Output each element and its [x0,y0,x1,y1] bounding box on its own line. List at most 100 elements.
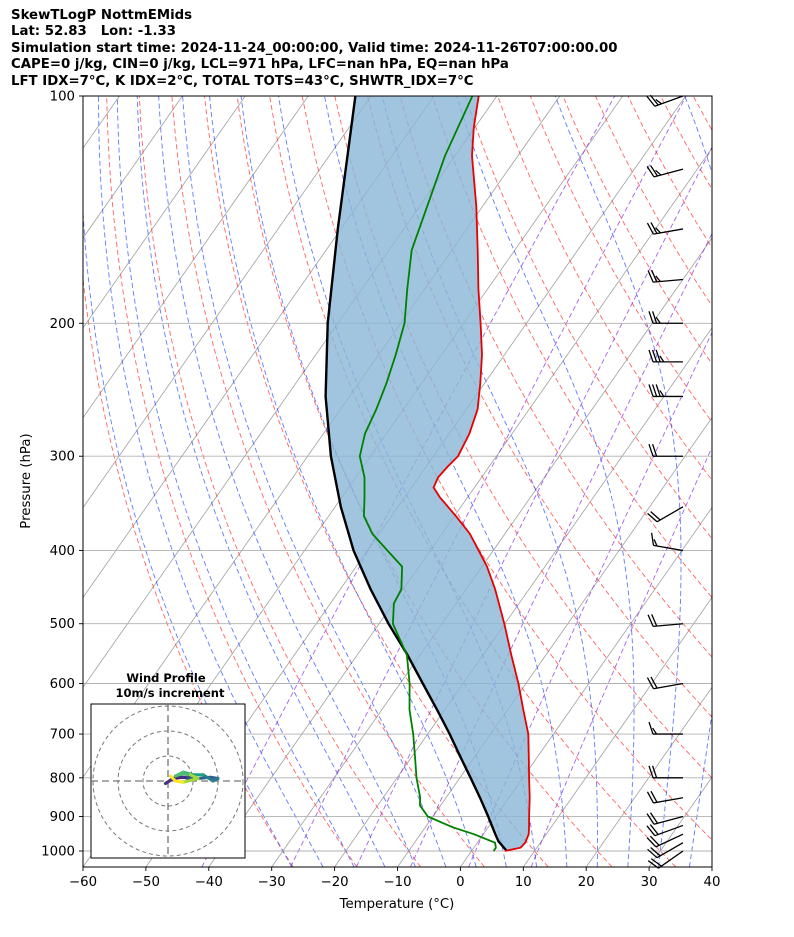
wind-barb-feather [650,222,658,234]
wind-barb-staff [655,833,684,848]
temperature-profile-line [432,96,531,852]
x-tick-label: −10 [383,875,411,890]
wind-barb-feather [651,349,658,363]
dry-adiabat-line [171,96,485,867]
wind-barb-feather [659,390,665,397]
wind-barb-feather [646,813,655,825]
isotherm-line [208,147,712,867]
wind-barb [646,833,684,848]
wind-barb-feather [648,444,654,457]
wind-barb [648,311,683,324]
wind-barb-feather [652,727,658,735]
wind-barb-feather [648,384,654,397]
isotherm-line [83,96,309,419]
wind-barb-staff [653,797,684,804]
wind-barb [646,812,684,825]
dry-adiabat-line [204,96,549,867]
wind-barb [650,532,684,552]
moist-adiabat-line [98,96,324,867]
wind-barb [648,444,683,457]
x-tick-label: 0 [456,875,464,890]
wind-barb-feather [648,311,654,324]
hodograph-title: Wind Profile [126,671,206,685]
y-tick-label: 1000 [41,845,75,860]
y-axis-label: Pressure (hPa) [19,433,34,528]
dry-adiabat-line [301,96,712,841]
wind-barb [648,384,683,398]
isotherm-line [271,237,712,867]
moist-adiabat-line [116,96,355,867]
wind-barb-staff [656,842,684,859]
x-tick-label: 40 [704,875,721,890]
wind-barb [646,676,684,690]
x-tick-label: 20 [578,875,595,890]
wind-barb-feather [651,269,658,283]
dry-adiabat-line [627,96,712,249]
wind-barb-feather [650,511,661,521]
wind-barb-staff [654,824,684,837]
isotherm-line [522,596,712,867]
moist-adiabat-line [720,96,794,867]
wind-barb-feather [647,270,654,283]
wind-barb [646,824,684,837]
wind-barb [646,790,684,804]
mixing-ratio-line [530,446,712,867]
wind-barb-staff [653,278,684,283]
isotherm-line [83,96,372,509]
x-tick-label: 10 [515,875,532,890]
y-tick-label: 400 [50,544,75,559]
wind-barb [648,349,683,363]
isotherm-line [83,96,183,239]
index-line: LFT IDX=7°C, K IDX=2°C, TOTAL TOTS=43°C,… [11,73,474,89]
wind-barb-feather [655,99,662,105]
y-tick-label: 600 [50,677,75,692]
cape-line: CAPE=0 j/kg, CIN=0 j/kg, LCL=971 hPa, LF… [11,57,509,73]
wind-barb-feather [649,835,660,846]
wind-barb [647,269,684,283]
moist-adiabat-line [209,96,477,867]
wind-barb-feather [646,677,655,690]
wind-barb-feather [650,532,655,546]
y-tick-label: 700 [50,728,75,743]
wind-barb [647,850,684,869]
moist-adiabat-line [684,96,712,867]
y-tick-label: 300 [50,450,75,465]
location-line: Lat: 52.83 Lon: -1.33 [11,24,177,40]
wind-barb-feather [655,169,662,176]
x-tick-label: −30 [258,875,286,890]
wind-barb-feather [646,825,656,837]
wind-barb-feather [650,790,658,803]
wind-barb-feather [649,824,659,835]
wind-barb-feather [655,275,661,282]
wind-barb-feather [650,676,658,689]
wind-barb-feather [646,837,657,848]
x-axis-label: Temperature (°C) [339,897,455,912]
wind-barb-feather [649,812,659,824]
wind-barb-staff [653,228,684,235]
moist-adiabat-line [554,96,682,867]
dry-adiabat-line [432,96,712,599]
hodograph-subtitle: 10m/s increment [116,686,225,700]
wind-barb-feather [646,95,656,107]
dry-adiabat-line [692,96,712,132]
mixing-ratio-line [290,96,687,867]
y-tick-label: 900 [50,810,75,825]
wind-barb-feather [651,765,658,779]
wind-barb-staff [653,168,684,178]
isotherm-line [711,866,712,867]
wind-barb-feather [650,858,662,867]
wind-barb [647,614,684,627]
wind-barb [647,506,684,523]
moist-adiabat-line [783,96,794,867]
isotherm-line [585,686,712,867]
dry-adiabat-line [726,96,794,867]
time-line: Simulation start time: 2024-11-24_00:00:… [11,40,618,56]
wind-barb-staff [653,682,684,690]
wind-barb-feather [659,355,665,363]
wind-barb [646,94,684,107]
y-tick-label: 800 [50,771,75,786]
x-tick-label: −50 [132,875,160,890]
wind-barb-feather [646,791,655,804]
wind-barb-feather [655,349,661,363]
